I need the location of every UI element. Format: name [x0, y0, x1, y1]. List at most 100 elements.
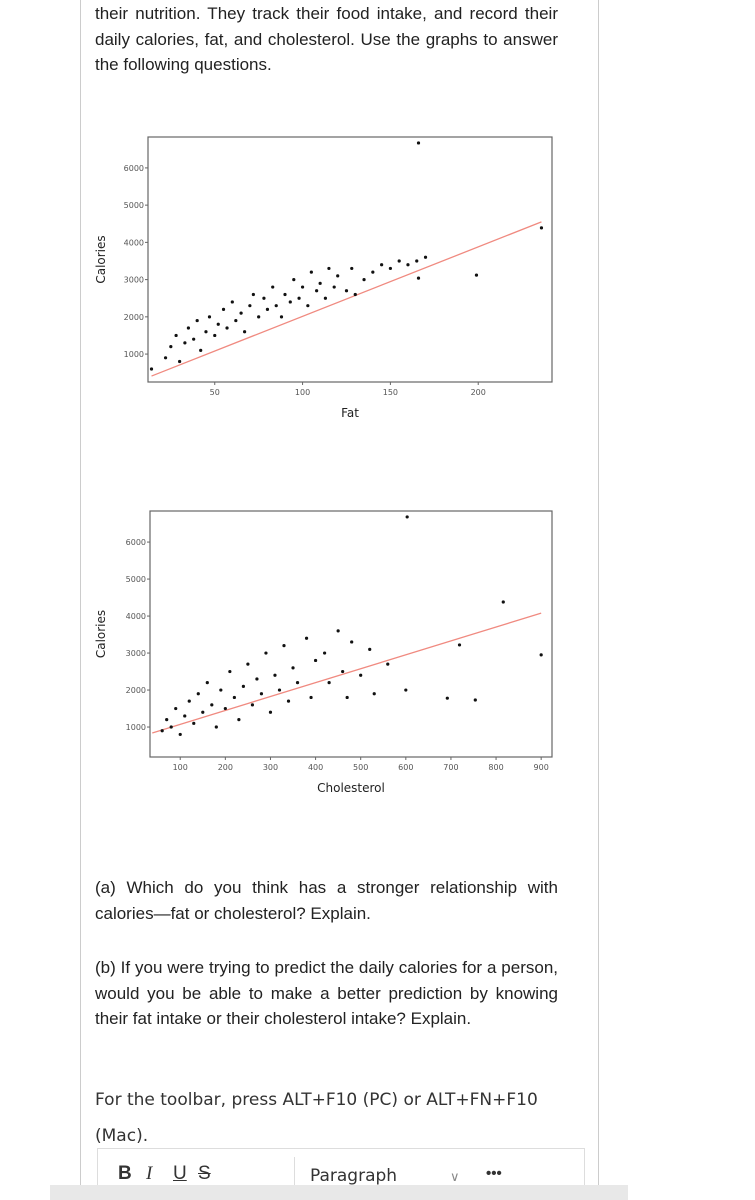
data-point: [210, 703, 214, 707]
data-point: [165, 718, 169, 722]
data-point: [282, 644, 286, 648]
x-tick-label: 700: [443, 763, 458, 772]
data-point: [174, 333, 178, 338]
data-point: [315, 289, 319, 293]
bold-button[interactable]: B: [118, 1163, 132, 1184]
data-point: [386, 662, 390, 666]
editor-toolbar: B I U S Paragraph ∨ •••: [97, 1148, 585, 1189]
data-point: [271, 285, 275, 289]
data-point: [216, 322, 220, 326]
data-point: [160, 729, 164, 733]
data-point: [362, 278, 366, 282]
data-point: [199, 348, 203, 352]
data-point: [415, 259, 419, 263]
x-tick-label: 800: [488, 763, 503, 772]
x-axis-label: Cholesterol: [317, 781, 385, 795]
x-tick-label: 100: [173, 763, 188, 772]
data-point: [250, 703, 255, 707]
data-point: [336, 629, 340, 633]
trend-line: [152, 612, 542, 734]
data-point: [234, 318, 238, 323]
intro-text: their nutrition. They track their food i…: [95, 4, 558, 74]
data-point: [380, 263, 384, 267]
italic-button[interactable]: I: [146, 1163, 153, 1184]
data-point: [225, 326, 229, 330]
more-button[interactable]: •••: [486, 1165, 502, 1182]
data-point: [359, 673, 363, 677]
x-tick-label: 200: [471, 388, 486, 397]
data-point: [313, 658, 318, 663]
data-point: [404, 688, 408, 692]
data-point: [405, 515, 409, 519]
data-point: [327, 681, 331, 685]
y-tick-label: 4000: [124, 238, 144, 247]
data-point: [246, 662, 250, 666]
data-point: [257, 315, 261, 319]
data-point: [223, 706, 227, 711]
question-a: (a) Which do you think has a stronger re…: [95, 878, 558, 923]
content-frame: [80, 0, 599, 1200]
y-tick-label: 5000: [124, 201, 144, 210]
y-tick-label: 3000: [126, 649, 146, 658]
y-tick-label: 3000: [124, 276, 144, 285]
data-point: [196, 692, 200, 696]
data-point: [445, 696, 449, 700]
x-tick-label: 150: [383, 388, 398, 397]
data-point: [423, 255, 428, 259]
data-point: [539, 653, 543, 657]
y-tick-label: 4000: [126, 612, 146, 621]
data-point: [186, 326, 190, 330]
data-point: [368, 647, 372, 651]
x-axis-label: Fat: [341, 406, 359, 420]
data-point: [241, 684, 245, 688]
data-point: [214, 725, 218, 729]
data-point: [237, 718, 241, 722]
block-format-select[interactable]: Paragraph: [310, 1166, 398, 1186]
data-point: [232, 695, 236, 700]
data-point: [201, 710, 205, 714]
data-point: [213, 333, 217, 338]
data-point: [228, 669, 232, 674]
data-point: [183, 341, 187, 345]
x-tick-label: 600: [398, 763, 413, 772]
x-tick-label: 900: [534, 763, 549, 772]
separator: [294, 1157, 295, 1185]
data-point: [291, 666, 295, 670]
x-tick-label: 200: [218, 763, 233, 772]
data-point: [192, 337, 196, 341]
data-point: [336, 274, 340, 278]
data-point: [277, 688, 282, 692]
data-point: [259, 692, 264, 696]
data-point: [265, 307, 270, 311]
y-tick-label: 2000: [126, 686, 146, 695]
data-point: [187, 699, 191, 703]
data-point: [309, 695, 313, 700]
data-point: [323, 651, 327, 655]
data-point: [205, 681, 209, 685]
data-point: [251, 292, 255, 297]
y-tick-label: 1000: [126, 723, 146, 732]
data-point: [149, 367, 154, 371]
data-point: [327, 266, 331, 271]
data-point: [221, 307, 226, 311]
trend-line: [151, 221, 542, 377]
dropdown-chevron[interactable]: ∨: [450, 1169, 460, 1184]
data-point: [169, 725, 173, 729]
data-point: [274, 304, 278, 308]
strike-button[interactable]: S: [198, 1163, 211, 1184]
toolbar-note: For the toolbar, press ALT+F10 (PC) or A…: [95, 1090, 538, 1146]
data-point: [297, 296, 301, 300]
data-point: [295, 681, 300, 685]
data-point: [350, 266, 354, 271]
data-point: [183, 714, 187, 718]
data-point: [341, 669, 345, 674]
data-point: [350, 640, 354, 644]
scrollbar: [50, 1185, 628, 1200]
data-point: [264, 651, 268, 655]
data-point: [372, 692, 376, 696]
y-axis-label: Calories: [94, 610, 108, 658]
underline-button[interactable]: U: [173, 1163, 187, 1184]
y-tick-label: 5000: [126, 575, 146, 584]
data-point: [388, 266, 392, 271]
